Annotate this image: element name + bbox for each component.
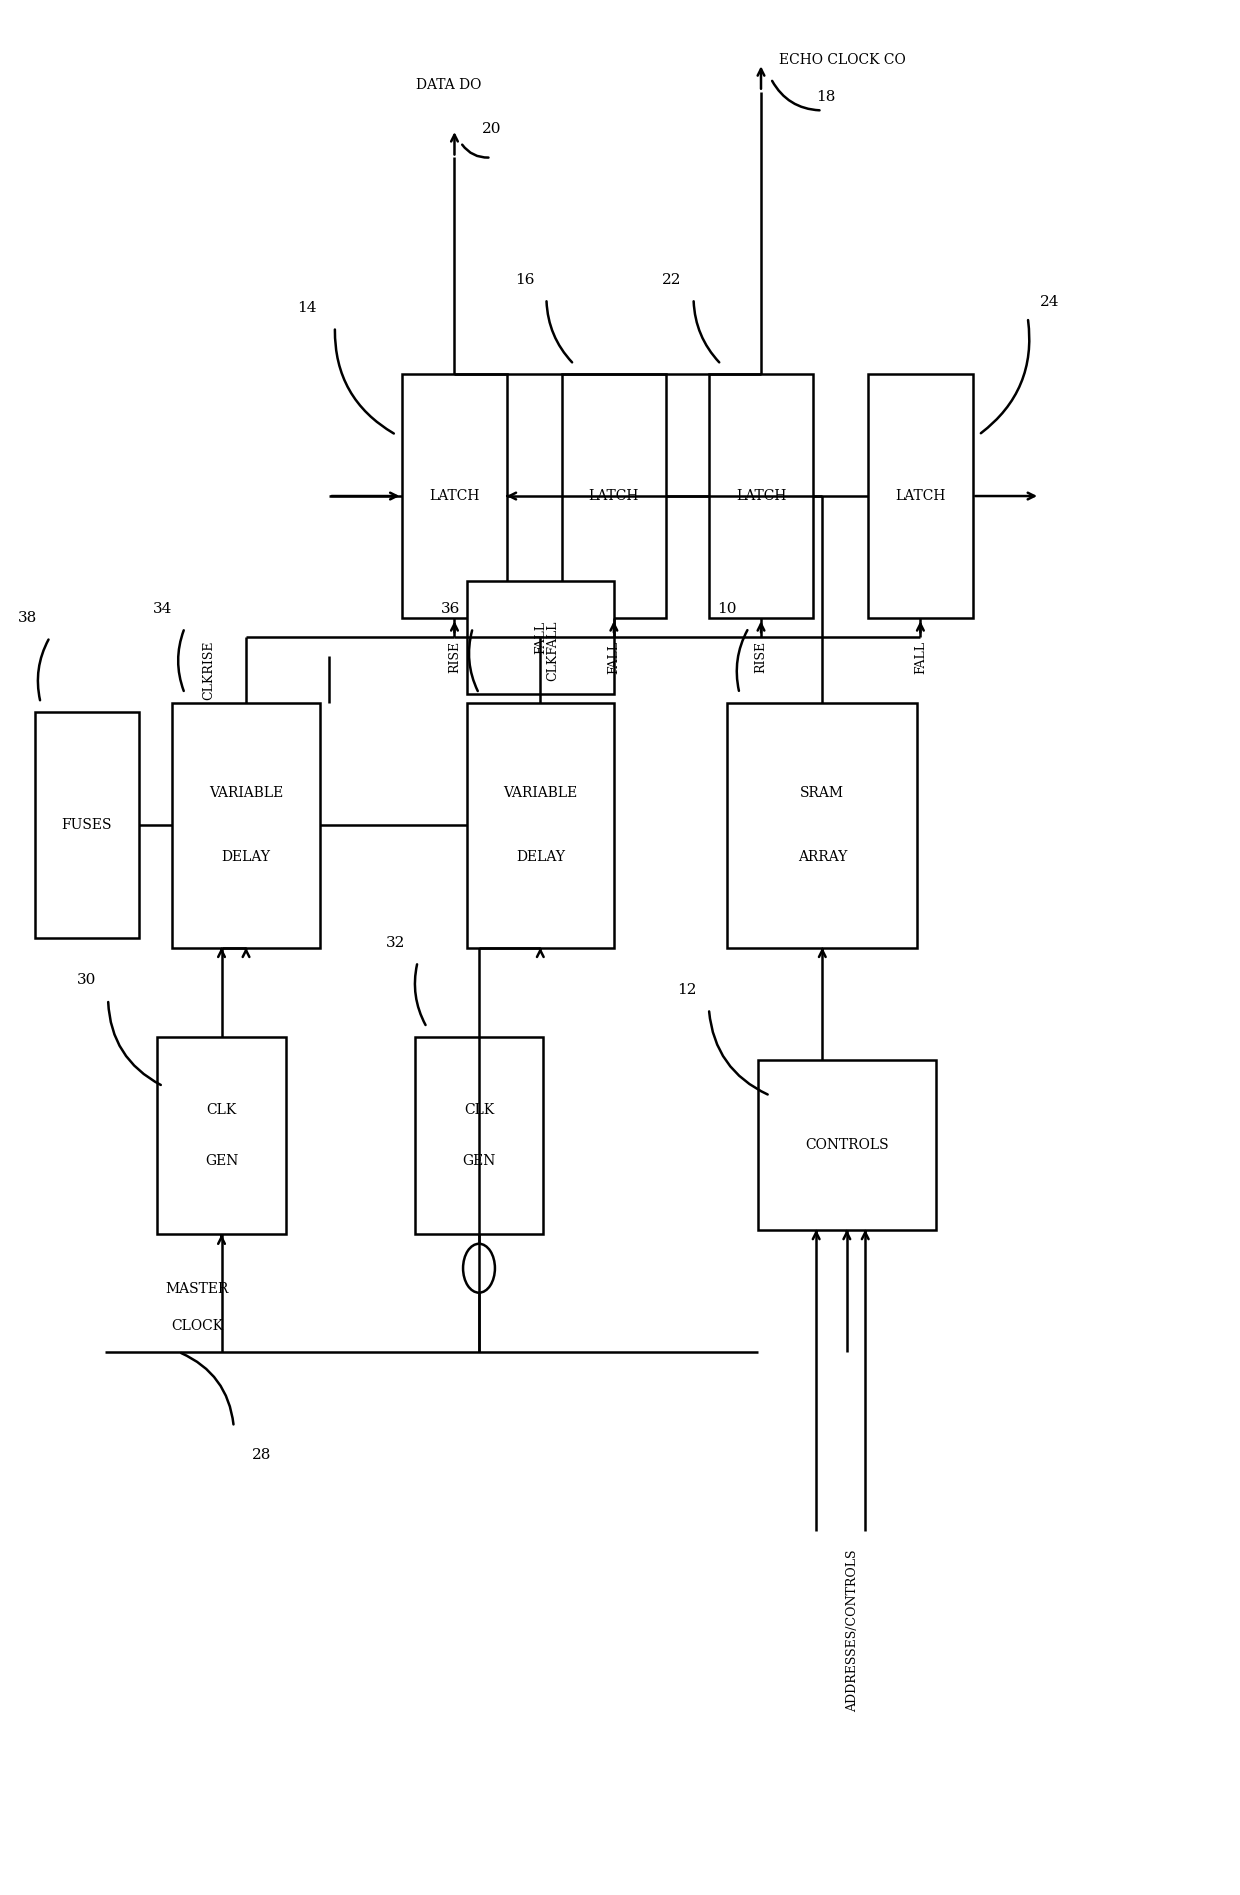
Bar xyxy=(157,1037,286,1234)
Text: RISE: RISE xyxy=(448,641,461,673)
Text: 14: 14 xyxy=(298,301,316,315)
Text: 12: 12 xyxy=(677,984,697,997)
Text: MASTER: MASTER xyxy=(165,1281,228,1296)
Text: 30: 30 xyxy=(77,974,95,987)
Bar xyxy=(868,373,972,618)
Bar xyxy=(466,703,614,948)
Text: DELAY: DELAY xyxy=(222,851,270,864)
Text: DATA DO: DATA DO xyxy=(415,78,481,91)
Text: CLK: CLK xyxy=(206,1103,237,1116)
Text: 18: 18 xyxy=(816,91,836,104)
Text: ARRAY: ARRAY xyxy=(797,851,847,864)
Text: CONTROLS: CONTROLS xyxy=(805,1139,889,1152)
Text: CLKFALL: CLKFALL xyxy=(547,622,559,682)
Text: VARIABLE: VARIABLE xyxy=(503,786,578,800)
Bar xyxy=(562,373,666,618)
Text: 34: 34 xyxy=(153,603,172,616)
Bar xyxy=(466,580,614,694)
Text: GEN: GEN xyxy=(463,1154,496,1169)
Text: 20: 20 xyxy=(481,121,501,136)
Bar xyxy=(709,373,813,618)
Bar xyxy=(758,1061,936,1230)
Text: ECHO CLOCK CO: ECHO CLOCK CO xyxy=(780,53,906,66)
Text: CLKRISE: CLKRISE xyxy=(202,641,216,699)
Bar xyxy=(172,703,320,948)
Text: LATCH: LATCH xyxy=(429,489,480,502)
Bar xyxy=(414,1037,543,1234)
Text: LATCH: LATCH xyxy=(589,489,639,502)
Text: LATCH: LATCH xyxy=(895,489,946,502)
Text: CLOCK: CLOCK xyxy=(171,1319,223,1332)
Text: 16: 16 xyxy=(515,273,534,286)
Text: 22: 22 xyxy=(662,273,681,286)
Text: VARIABLE: VARIABLE xyxy=(208,786,283,800)
Text: DELAY: DELAY xyxy=(516,851,564,864)
Text: CLK: CLK xyxy=(464,1103,494,1116)
Bar xyxy=(402,373,507,618)
Text: FALL: FALL xyxy=(608,641,620,675)
Text: 36: 36 xyxy=(441,603,460,616)
Text: FUSES: FUSES xyxy=(62,819,112,832)
Text: ADDRESSES/CONTROLS: ADDRESSES/CONTROLS xyxy=(847,1550,859,1711)
Text: 10: 10 xyxy=(717,603,737,616)
Text: 38: 38 xyxy=(19,612,37,625)
Text: 28: 28 xyxy=(252,1448,272,1463)
Text: FALL: FALL xyxy=(914,641,926,675)
Text: LATCH: LATCH xyxy=(735,489,786,502)
Text: GEN: GEN xyxy=(205,1154,238,1169)
Text: FALL: FALL xyxy=(533,622,547,654)
Text: 24: 24 xyxy=(1040,296,1059,309)
Bar xyxy=(35,713,139,938)
Bar xyxy=(728,703,918,948)
Text: SRAM: SRAM xyxy=(800,786,844,800)
Text: 32: 32 xyxy=(386,936,405,949)
Text: RISE: RISE xyxy=(754,641,768,673)
